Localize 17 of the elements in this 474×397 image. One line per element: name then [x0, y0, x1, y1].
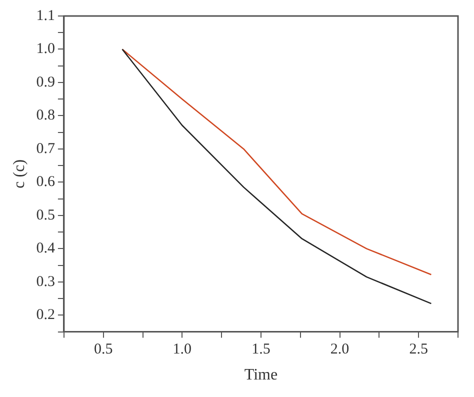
- y-tick-label: 0.4: [36, 240, 56, 257]
- y-tick-label: 0.9: [36, 74, 55, 90]
- y-tick-label: 0.5: [36, 207, 55, 224]
- y-axis-title: c (c): [10, 159, 28, 188]
- y-tick-label: 1.1: [36, 8, 55, 24]
- x-axis-title: Time: [244, 366, 278, 384]
- y-tick-label: 0.6: [36, 174, 56, 190]
- x-tick-label: 0.5: [94, 342, 113, 358]
- y-tick-label: 0.7: [36, 140, 56, 157]
- y-tick-label: 0.8: [36, 108, 55, 124]
- y-tick-label: 1.0: [36, 41, 55, 58]
- x-tick-label: 2.5: [409, 342, 428, 358]
- x-tick-label: 1.5: [252, 342, 270, 358]
- x-tick-label: 1.0: [172, 342, 192, 358]
- y-tick-label: 0.3: [36, 274, 55, 290]
- x-tick-label: 2.0: [330, 342, 350, 358]
- y-tick-label: 0.2: [36, 307, 55, 324]
